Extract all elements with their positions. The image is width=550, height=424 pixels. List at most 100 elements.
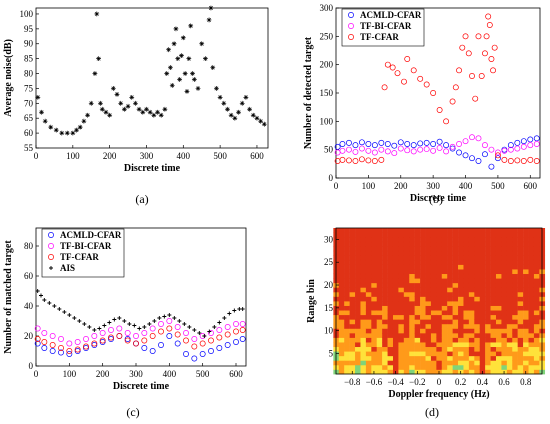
data-point xyxy=(35,94,41,100)
heatmap-cell xyxy=(468,232,475,238)
heatmap-cell xyxy=(495,291,502,297)
data-point xyxy=(225,106,230,112)
heatmap-cell xyxy=(420,246,426,252)
data-point xyxy=(436,138,443,145)
heatmap-cell xyxy=(420,264,426,270)
heatmap-cell xyxy=(376,342,383,348)
heatmap-cell xyxy=(371,323,377,329)
heatmap-cell xyxy=(485,282,491,288)
heatmap-cell xyxy=(441,314,448,320)
heatmap-cell xyxy=(387,355,394,361)
data-point xyxy=(443,142,450,149)
data-point xyxy=(208,348,214,354)
series-acmld-cfar xyxy=(334,135,540,170)
heatmap-cell xyxy=(501,241,508,247)
heatmap-cell xyxy=(533,364,540,370)
heatmap-cell xyxy=(382,314,388,320)
heatmap-cell xyxy=(512,296,518,302)
data-point xyxy=(191,77,197,82)
data-point xyxy=(236,109,241,115)
heatmap-cell xyxy=(338,296,345,302)
heatmap-cell xyxy=(463,346,470,352)
heatmap-cell xyxy=(414,314,421,320)
heatmap-cell xyxy=(512,232,518,238)
heatmap-cell xyxy=(495,296,502,302)
heatmap-cell xyxy=(458,241,464,247)
heatmap-cell xyxy=(430,273,437,279)
heatmap-cell xyxy=(387,305,394,311)
heatmap-cell xyxy=(474,287,480,293)
heatmap-cell xyxy=(479,278,486,284)
heatmap-cell xyxy=(360,269,367,275)
heatmap-cell xyxy=(441,228,448,233)
heatmap-cell xyxy=(436,364,443,370)
heatmap-cell xyxy=(517,264,524,270)
x-tick-label: 0.2 xyxy=(455,377,466,387)
heatmap-cell xyxy=(436,323,443,329)
data-point xyxy=(34,340,41,347)
heatmap-cell xyxy=(533,278,540,284)
heatmap-cell xyxy=(479,228,486,233)
x-tick-label: 300 xyxy=(140,151,154,161)
heatmap-cell xyxy=(365,323,372,329)
heatmap-cell xyxy=(474,319,480,325)
heatmap-cell xyxy=(338,337,345,343)
heatmap-cell xyxy=(425,264,432,270)
heatmap-cell xyxy=(463,269,470,275)
heatmap-cell xyxy=(436,237,443,243)
heatmap-cell xyxy=(474,351,480,357)
heatmap-cell xyxy=(463,255,470,261)
heatmap-cell xyxy=(436,314,443,320)
heatmap-cell xyxy=(501,269,508,275)
heatmap-cell xyxy=(490,342,497,348)
x-tick-label: −0.6 xyxy=(366,377,383,387)
heatmap-cell xyxy=(485,342,491,348)
heatmap-cell xyxy=(371,328,377,334)
heatmap-cell xyxy=(425,237,432,243)
heatmap-cell xyxy=(414,291,421,297)
heatmap-cell xyxy=(528,319,535,325)
heatmap-cell xyxy=(447,323,453,329)
data-point xyxy=(389,64,396,71)
heatmap-cell xyxy=(409,355,415,361)
data-point xyxy=(59,130,65,136)
heatmap-cell xyxy=(436,305,443,311)
data-point xyxy=(158,328,164,335)
heatmap-cell xyxy=(376,364,383,370)
x-tick-label: 400 xyxy=(163,369,177,379)
data-point xyxy=(99,339,106,345)
data-point xyxy=(346,146,352,153)
heatmap-cell xyxy=(392,250,399,256)
heatmap-cell xyxy=(485,305,491,311)
heatmap-cell xyxy=(463,296,470,302)
heatmap-cell xyxy=(387,323,394,329)
heatmap-cell xyxy=(425,291,432,297)
heatmap-cell xyxy=(365,287,372,293)
heatmap-cell xyxy=(506,237,513,243)
x-tick-label: 300 xyxy=(129,369,143,379)
y-tick-label: 100 xyxy=(320,116,334,126)
y-tick-label: 0 xyxy=(29,361,34,371)
heatmap-cell xyxy=(371,291,377,297)
heatmap-cell xyxy=(501,273,508,279)
heatmap-cell xyxy=(371,337,377,343)
data-point xyxy=(179,53,184,59)
heatmap-cell xyxy=(528,287,535,293)
data-point xyxy=(112,317,117,322)
heatmap-cell xyxy=(468,314,475,320)
legend-label: TF-BI-CFAR xyxy=(360,21,412,31)
heatmap-cell xyxy=(430,278,437,284)
heatmap-cell xyxy=(414,246,421,252)
data-point xyxy=(174,340,181,347)
heatmap-cell xyxy=(392,264,399,270)
heatmap-cell xyxy=(468,369,475,375)
heatmap-cell xyxy=(344,237,350,243)
heatmap-cell xyxy=(485,246,491,252)
heatmap-cell xyxy=(360,282,367,288)
heatmap-cell xyxy=(382,332,388,338)
heatmap-cell xyxy=(349,255,356,261)
data-point xyxy=(217,94,223,100)
heatmap-cell xyxy=(523,241,529,247)
data-point xyxy=(404,141,411,147)
data-point xyxy=(88,100,94,106)
